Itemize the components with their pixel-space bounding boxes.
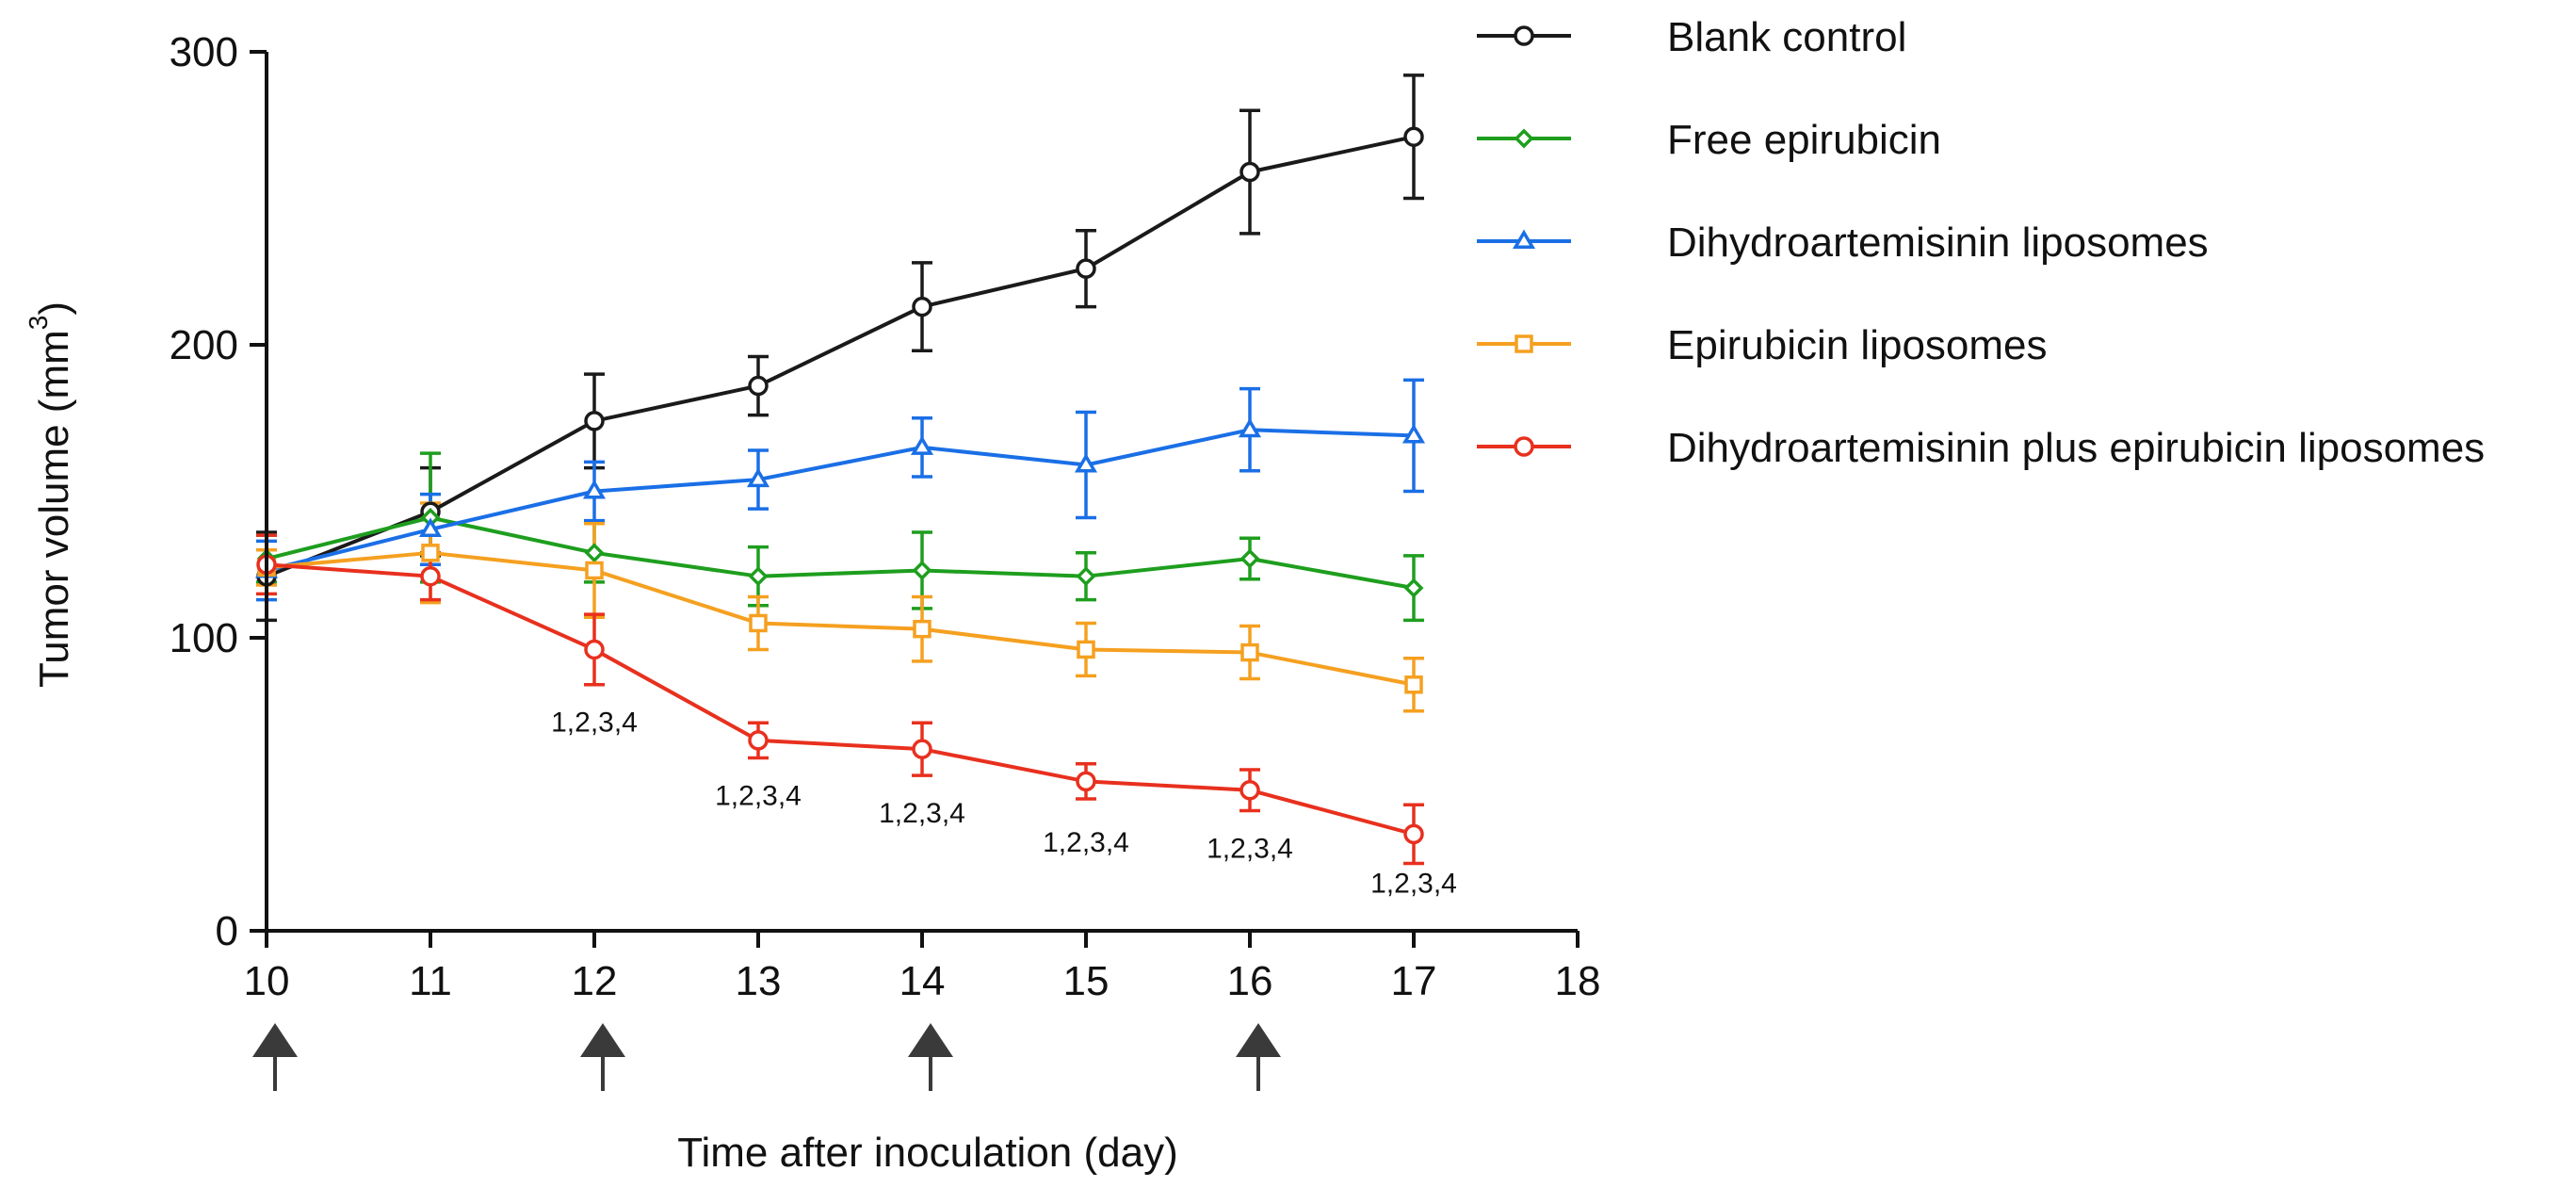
data-point <box>1076 771 1096 792</box>
series-line <box>266 562 1415 837</box>
data-point <box>1239 548 1260 569</box>
legend-label: Blank control <box>1667 14 1906 60</box>
x-axis-title: Time after inoculation (day) <box>677 1130 1177 1176</box>
data-point <box>418 517 443 537</box>
x-tick-label: 10 <box>244 958 290 1004</box>
data-point <box>1239 779 1260 801</box>
data-point <box>1077 640 1095 659</box>
data-point <box>1404 675 1423 694</box>
dosing-arrow-head <box>580 1023 625 1057</box>
legend-label: Free epirubicin <box>1667 117 1941 163</box>
series-line <box>266 428 1415 573</box>
data-point <box>748 566 769 587</box>
significance-label: 1,2,3,4 <box>1043 827 1129 858</box>
dosing-arrow-head <box>252 1023 298 1057</box>
x-tick-label: 18 <box>1555 958 1601 1004</box>
legend-marker <box>1514 25 1534 46</box>
y-axis-title-close: ) <box>31 301 77 316</box>
y-tick-label: 100 <box>170 615 238 661</box>
series-line <box>266 135 1415 578</box>
data-point <box>584 639 605 660</box>
series-lines-layer <box>266 135 1415 837</box>
data-point <box>1238 417 1262 438</box>
dosing-arrow-head <box>908 1023 953 1057</box>
data-point <box>584 411 605 431</box>
data-point <box>913 619 932 639</box>
data-point <box>912 296 932 317</box>
significance-label: 1,2,3,4 <box>1207 833 1293 864</box>
legend-marker <box>1514 436 1534 457</box>
significance-label: 1,2,3,4 <box>1370 869 1457 900</box>
data-point <box>1239 161 1260 183</box>
series-line <box>266 550 1415 687</box>
y-tick-label: 0 <box>216 908 238 954</box>
data-point <box>584 543 605 563</box>
legend-label: Dihydroartemisinin plus epirubicin lipos… <box>1667 425 2485 471</box>
data-point <box>421 544 440 562</box>
data-point <box>746 467 770 488</box>
y-axis-title: Tumor volume (mm3) <box>24 301 77 688</box>
y-tick-label: 200 <box>170 322 238 368</box>
data-point <box>748 730 769 751</box>
x-tick-label: 14 <box>899 958 946 1004</box>
y-axis-title-superscript: 3 <box>24 316 53 331</box>
legend-label: Epirubicin liposomes <box>1667 322 2048 368</box>
data-point <box>1403 823 1424 845</box>
legend: Blank control Free epirubicin Dihydroartem… <box>1477 14 2485 471</box>
data-point <box>1240 643 1259 662</box>
legend-label: Dihydroartemisinin liposomes <box>1667 220 2209 266</box>
data-point <box>1074 453 1098 473</box>
significance-label: 1,2,3,4 <box>715 780 802 811</box>
x-tick-label: 17 <box>1391 958 1437 1004</box>
y-tick-label: 300 <box>170 29 238 75</box>
x-tick-label: 13 <box>736 958 782 1004</box>
y-axis-title-main: Tumor volume (mm <box>31 330 77 688</box>
data-point <box>748 375 769 397</box>
axes-layer: 10 11 12 13 14 15 16 17 18 0 100 200 300 <box>170 29 1601 1004</box>
legend-marker <box>1514 128 1534 149</box>
data-point <box>1076 566 1096 587</box>
x-tick-label: 16 <box>1227 958 1273 1004</box>
data-point <box>1076 258 1096 279</box>
dosing-arrows-layer <box>252 1023 1281 1091</box>
markers-layer <box>254 126 1426 845</box>
x-tick-label: 15 <box>1063 958 1110 1004</box>
data-point <box>1403 578 1424 598</box>
x-tick-label: 11 <box>409 958 452 1004</box>
significance-label: 1,2,3,4 <box>551 708 638 739</box>
data-point <box>582 480 607 499</box>
data-point <box>1401 423 1426 444</box>
data-point <box>585 561 604 580</box>
data-point <box>912 560 932 580</box>
data-point <box>749 613 768 633</box>
legend-marker <box>1515 334 1533 353</box>
data-point <box>420 565 441 587</box>
data-point <box>912 739 932 759</box>
x-tick-label: 12 <box>572 958 618 1004</box>
significance-layer: 1,2,3,4 1,2,3,4 1,2,3,4 1,2,3,4 1,2,3,4 1,2,3… <box>551 708 1457 900</box>
data-point <box>910 435 934 455</box>
significance-label: 1,2,3,4 <box>879 798 965 829</box>
data-point <box>1403 126 1424 147</box>
dosing-arrow-head <box>1236 1023 1281 1057</box>
legend-marker <box>1512 229 1536 250</box>
